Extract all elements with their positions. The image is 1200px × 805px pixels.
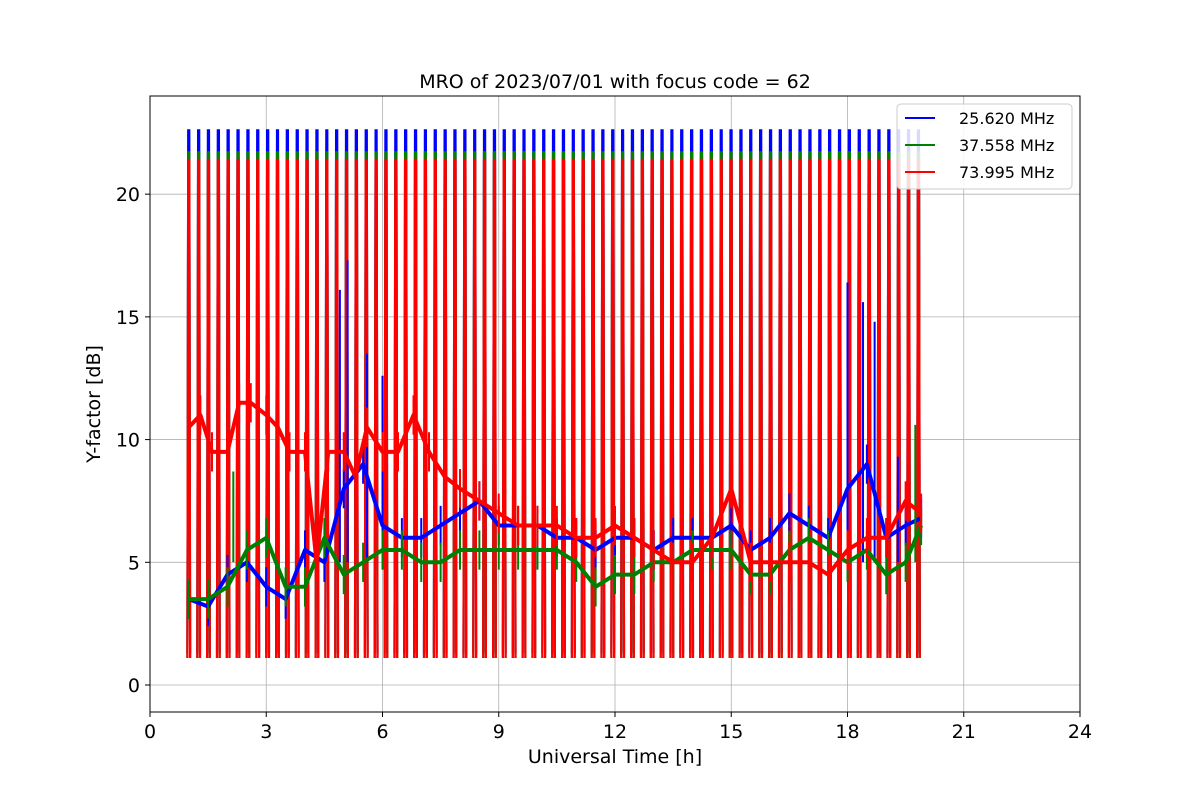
legend-box [896,103,1073,190]
x-tick-label: 12 [603,721,627,743]
y-tick-label: 10 [116,430,140,452]
legend-label: 37.558 MHz [959,136,1054,155]
series-lines [187,260,923,627]
x-axis-label: Universal Time [h] [528,746,702,768]
chart-title: MRO of 2023/07/01 with focus code = 62 [419,71,811,93]
legend: 25.620 MHz 37.558 MHz 73.995 MHz [896,103,1073,190]
x-tick-label: 15 [719,721,743,743]
legend-label: 25.620 MHz [959,109,1054,128]
x-tick-label: 18 [835,721,859,743]
x-tick-label: 0 [144,721,156,743]
x-tick-label: 21 [952,721,976,743]
y-tick-label: 20 [116,184,140,206]
y-tick-label: 0 [128,675,140,697]
y-axis-label: Y-factor [dB] [83,345,105,464]
y-tick-label: 5 [128,552,140,574]
legend-label: 73.995 MHz [959,163,1054,182]
x-tick-label: 6 [376,721,388,743]
x-tick-label: 9 [493,721,505,743]
pulse-path-73995 [186,158,921,659]
y-tick-label: 15 [116,307,140,329]
calibration-pulses [186,129,921,659]
pulse-path-37558 [186,151,921,659]
axis-ticks: 0 3 6 9 12 15 18 21 24 0 5 10 15 20 [116,184,1092,743]
pulse-path-25620 [186,129,921,654]
x-tick-label: 3 [260,721,272,743]
x-tick-label: 24 [1068,721,1092,743]
